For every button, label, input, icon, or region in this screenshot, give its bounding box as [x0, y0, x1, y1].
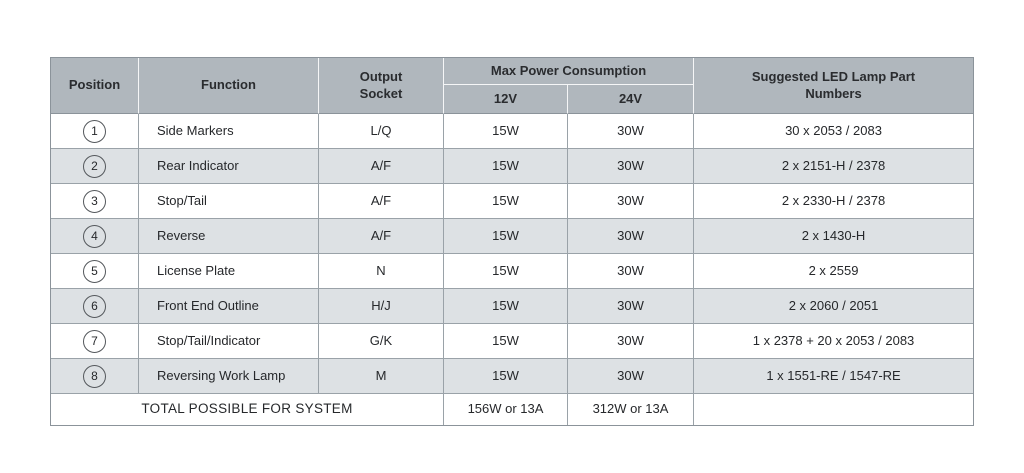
power-12v-cell: 15W: [444, 289, 568, 324]
total-label-cell: TOTAL POSSIBLE FOR SYSTEM: [51, 394, 444, 425]
total-row: TOTAL POSSIBLE FOR SYSTEM 156W or 13A 31…: [51, 394, 974, 425]
position-badge: 2: [83, 154, 106, 178]
parts-cell: 1 x 2378 + 20 x 2053 / 2083: [694, 324, 974, 359]
power-24v-cell: 30W: [568, 254, 695, 289]
parts-cell: 2 x 1430-H: [694, 219, 974, 254]
header-24v: 24V: [568, 85, 695, 114]
table-row: 5 License Plate N 15W 30W 2 x 2559: [51, 254, 974, 289]
header-suggested-parts-label: Suggested LED Lamp Part Numbers: [751, 69, 916, 101]
table-row: 6 Front End Outline H/J 15W 30W 2 x 2060…: [51, 289, 974, 324]
socket-cell: A/F: [319, 149, 444, 184]
function-cell: Side Markers: [139, 114, 319, 149]
position-cell: 2: [51, 149, 139, 184]
function-cell: Rear Indicator: [139, 149, 319, 184]
table-row: 4 Reverse A/F 15W 30W 2 x 1430-H: [51, 219, 974, 254]
position-badge: 1: [83, 119, 106, 143]
parts-cell: 1 x 1551-RE / 1547-RE: [694, 359, 974, 394]
socket-cell: G/K: [319, 324, 444, 359]
position-cell: 4: [51, 219, 139, 254]
power-12v-cell: 15W: [444, 149, 568, 184]
socket-cell: N: [319, 254, 444, 289]
table-row: 1 Side Markers L/Q 15W 30W 30 x 2053 / 2…: [51, 114, 974, 149]
power-24v-cell: 30W: [568, 114, 695, 149]
socket-cell: A/F: [319, 219, 444, 254]
table-row: 2 Rear Indicator A/F 15W 30W 2 x 2151-H …: [51, 149, 974, 184]
position-cell: 1: [51, 114, 139, 149]
power-24v-cell: 30W: [568, 359, 695, 394]
total-12v-cell: 156W or 13A: [444, 394, 568, 425]
position-badge: 3: [83, 189, 106, 213]
power-12v-cell: 15W: [444, 219, 568, 254]
position-cell: 3: [51, 184, 139, 219]
position-cell: 6: [51, 289, 139, 324]
power-12v-cell: 15W: [444, 359, 568, 394]
position-cell: 5: [51, 254, 139, 289]
power-12v-cell: 15W: [444, 184, 568, 219]
header-suggested-parts: Suggested LED Lamp Part Numbers: [694, 58, 974, 114]
position-badge: 6: [83, 294, 106, 318]
socket-cell: M: [319, 359, 444, 394]
power-24v-cell: 30W: [568, 149, 695, 184]
position-badge: 4: [83, 224, 106, 248]
position-badge: 8: [83, 364, 106, 388]
header-position: Position: [51, 58, 139, 114]
header-row-1: Position Function Output Socket Max Powe…: [51, 58, 974, 114]
socket-cell: H/J: [319, 289, 444, 324]
parts-cell: 2 x 2151-H / 2378: [694, 149, 974, 184]
parts-cell: 2 x 2330-H / 2378: [694, 184, 974, 219]
position-badge: 7: [83, 329, 106, 353]
function-cell: Reverse: [139, 219, 319, 254]
header-max-power: Max Power Consumption: [444, 58, 695, 86]
table-row: 8 Reversing Work Lamp M 15W 30W 1 x 1551…: [51, 359, 974, 394]
power-12v-cell: 15W: [444, 114, 568, 149]
function-cell: License Plate: [139, 254, 319, 289]
position-badge: 5: [83, 259, 106, 283]
led-lamp-spec-table: Position Function Output Socket Max Powe…: [50, 57, 975, 426]
power-24v-cell: 30W: [568, 324, 695, 359]
parts-cell: 2 x 2559: [694, 254, 974, 289]
socket-cell: L/Q: [319, 114, 444, 149]
header-row-2: 12V 24V: [51, 85, 973, 114]
socket-cell: A/F: [319, 184, 444, 219]
position-cell: 8: [51, 359, 139, 394]
power-24v-cell: 30W: [568, 289, 695, 324]
header-output-socket-label: Output Socket: [359, 69, 403, 101]
function-cell: Front End Outline: [139, 289, 319, 324]
function-cell: Stop/Tail: [139, 184, 319, 219]
power-12v-cell: 15W: [444, 324, 568, 359]
parts-cell: 30 x 2053 / 2083: [694, 114, 974, 149]
total-24v-cell: 312W or 13A: [568, 394, 695, 425]
position-cell: 7: [51, 324, 139, 359]
function-cell: Reversing Work Lamp: [139, 359, 319, 394]
parts-cell: 2 x 2060 / 2051: [694, 289, 974, 324]
power-12v-cell: 15W: [444, 254, 568, 289]
power-24v-cell: 30W: [568, 184, 695, 219]
table-row: 7 Stop/Tail/Indicator G/K 15W 30W 1 x 23…: [51, 324, 974, 359]
power-24v-cell: 30W: [568, 219, 695, 254]
header-12v: 12V: [444, 85, 568, 114]
header-function: Function: [139, 58, 319, 114]
function-cell: Stop/Tail/Indicator: [139, 324, 319, 359]
spec-table-container: Position Function Output Socket Max Powe…: [50, 57, 975, 426]
table-row: 3 Stop/Tail A/F 15W 30W 2 x 2330-H / 237…: [51, 184, 974, 219]
total-parts-cell: [694, 394, 974, 425]
header-output-socket: Output Socket: [319, 58, 444, 114]
